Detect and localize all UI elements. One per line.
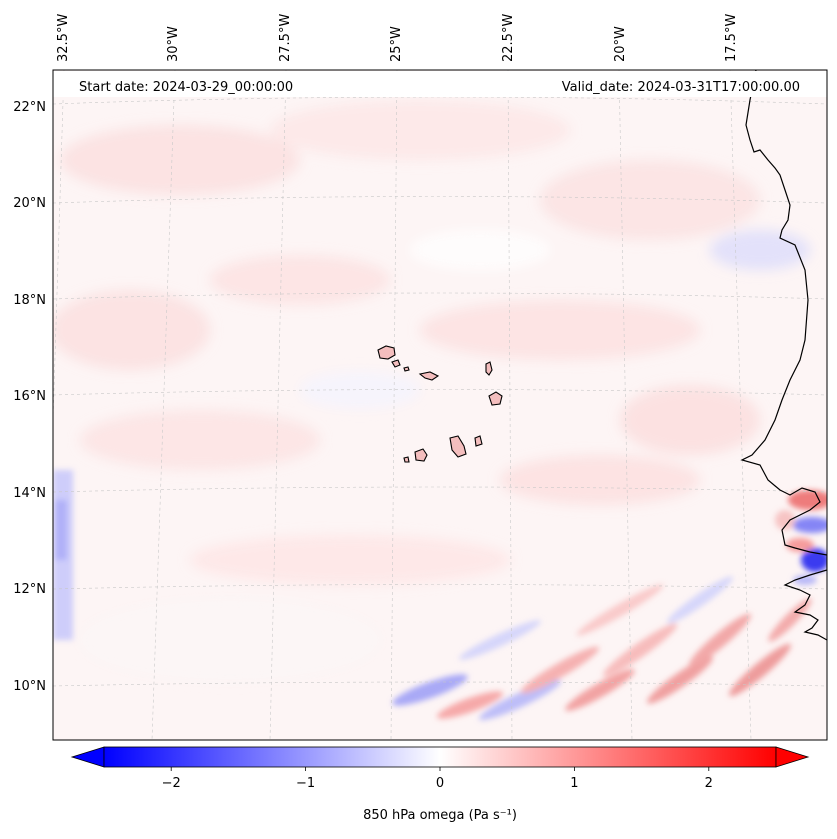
island-santo-antao — [377, 345, 396, 360]
island-sao-nicolau — [418, 371, 440, 381]
start-date-text: Start date: 2024-03-29_00:00:00 — [79, 80, 293, 95]
africa-coastline — [740, 70, 827, 641]
lat-label: 14°N — [13, 486, 46, 501]
island-sal — [485, 361, 493, 376]
omega-field — [53, 100, 827, 721]
lon-label: 20°W — [613, 26, 628, 62]
lat-label: 20°N — [13, 196, 46, 211]
map-panel: Start date: 2024-03-29_00:00:00 Valid_da… — [52, 69, 828, 741]
lon-label: 27.5°W — [278, 14, 293, 62]
lat-label: 18°N — [13, 293, 46, 308]
lat-label: 22°N — [13, 100, 46, 115]
lat-label: 16°N — [13, 389, 46, 404]
info-box — [53, 71, 827, 97]
cape-verde-islands — [377, 345, 503, 463]
island-brava — [403, 456, 410, 463]
colorbar: −2 −1 0 1 2 850 hPa omega (Pa s⁻¹) — [70, 746, 810, 823]
colorbar-tick-label: −1 — [296, 776, 315, 791]
colorbar-tick-label: 2 — [705, 776, 713, 791]
latitude-labels: 22°N 20°N 18°N 16°N 14°N 12°N 10°N — [13, 100, 46, 694]
map-frame — [52, 69, 828, 741]
colorbar-gradient — [103, 746, 777, 768]
longitude-labels: 32.5°W 30°W 27.5°W 25°W 22.5°W 20°W 17.5… — [56, 14, 739, 62]
island-maio — [474, 435, 483, 447]
lat-label: 12°N — [13, 582, 46, 597]
colorbar-tick-label: −2 — [162, 776, 181, 791]
graticule — [53, 70, 827, 740]
colorbar-tick-label: 1 — [570, 776, 578, 791]
island-boa-vista — [488, 391, 503, 406]
lon-label: 30°W — [166, 26, 181, 62]
lon-label: 32.5°W — [56, 14, 71, 62]
lon-label: 22.5°W — [501, 14, 516, 62]
colorbar-tick-label: 0 — [436, 776, 444, 791]
lon-label: 25°W — [389, 26, 404, 62]
island-sao-vicente — [391, 359, 401, 368]
island-santa-luzia — [403, 366, 410, 372]
colorbar-extend-high — [775, 746, 810, 768]
colorbar-label: 850 hPa omega (Pa s⁻¹) — [363, 808, 517, 823]
valid-date-text: Valid_date: 2024-03-31T17:00:00.00 — [562, 80, 800, 95]
lat-label: 10°N — [13, 679, 46, 694]
island-fogo — [414, 448, 428, 462]
colorbar-ticks: −2 −1 0 1 2 — [162, 767, 713, 791]
island-santiago — [449, 435, 467, 458]
lon-label: 17.5°W — [724, 14, 739, 62]
colorbar-extend-low — [70, 746, 105, 768]
